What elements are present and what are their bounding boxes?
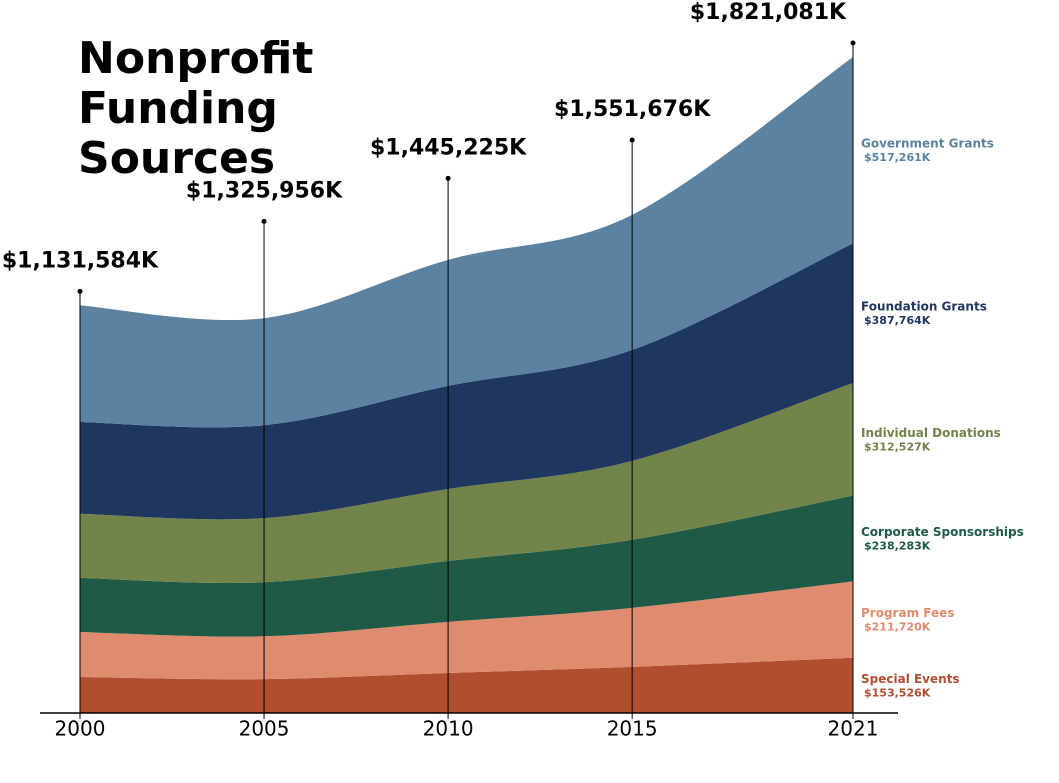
total-label: $1,445,225K (370, 135, 527, 160)
chart-title: Nonprofit Funding Sources (78, 33, 314, 184)
value-label: $387,764K (864, 314, 931, 327)
value-label: $238,283K (864, 540, 931, 553)
total-label: $1,131,584K (2, 248, 159, 273)
total-dot (445, 175, 451, 181)
value-label: $153,526K (864, 686, 931, 699)
x-tick-label: 2010 (423, 717, 474, 741)
total-dot (850, 40, 856, 46)
x-tick-label: 2015 (607, 717, 658, 741)
total-dot (77, 288, 83, 294)
x-tick-label: 2021 (828, 717, 879, 741)
area (80, 657, 853, 713)
x-tick-label: 2000 (55, 717, 106, 741)
x-tick-label: 2005 (239, 717, 290, 741)
area (80, 581, 853, 680)
area (80, 495, 853, 637)
value-label: $312,527K (864, 440, 931, 453)
legend-label: Special Events (861, 672, 960, 686)
total-label: $1,551,676K (554, 97, 711, 122)
legend-label: Corporate Sponsorships (861, 525, 1024, 539)
area (80, 383, 853, 583)
total-label: $1,821,081K (690, 0, 847, 25)
legend-label: Foundation Grants (861, 300, 987, 314)
legend-label: Program Fees (861, 606, 954, 620)
total-dot (261, 218, 267, 224)
total-label: $1,325,956K (186, 178, 343, 203)
legend-label: Individual Donations (861, 426, 1001, 440)
area (80, 57, 853, 428)
legend-label: Government Grants (861, 137, 994, 151)
value-label: $211,720K (864, 621, 931, 634)
value-label: $517,261K (864, 151, 931, 164)
area (80, 243, 853, 520)
total-dot (629, 137, 635, 143)
